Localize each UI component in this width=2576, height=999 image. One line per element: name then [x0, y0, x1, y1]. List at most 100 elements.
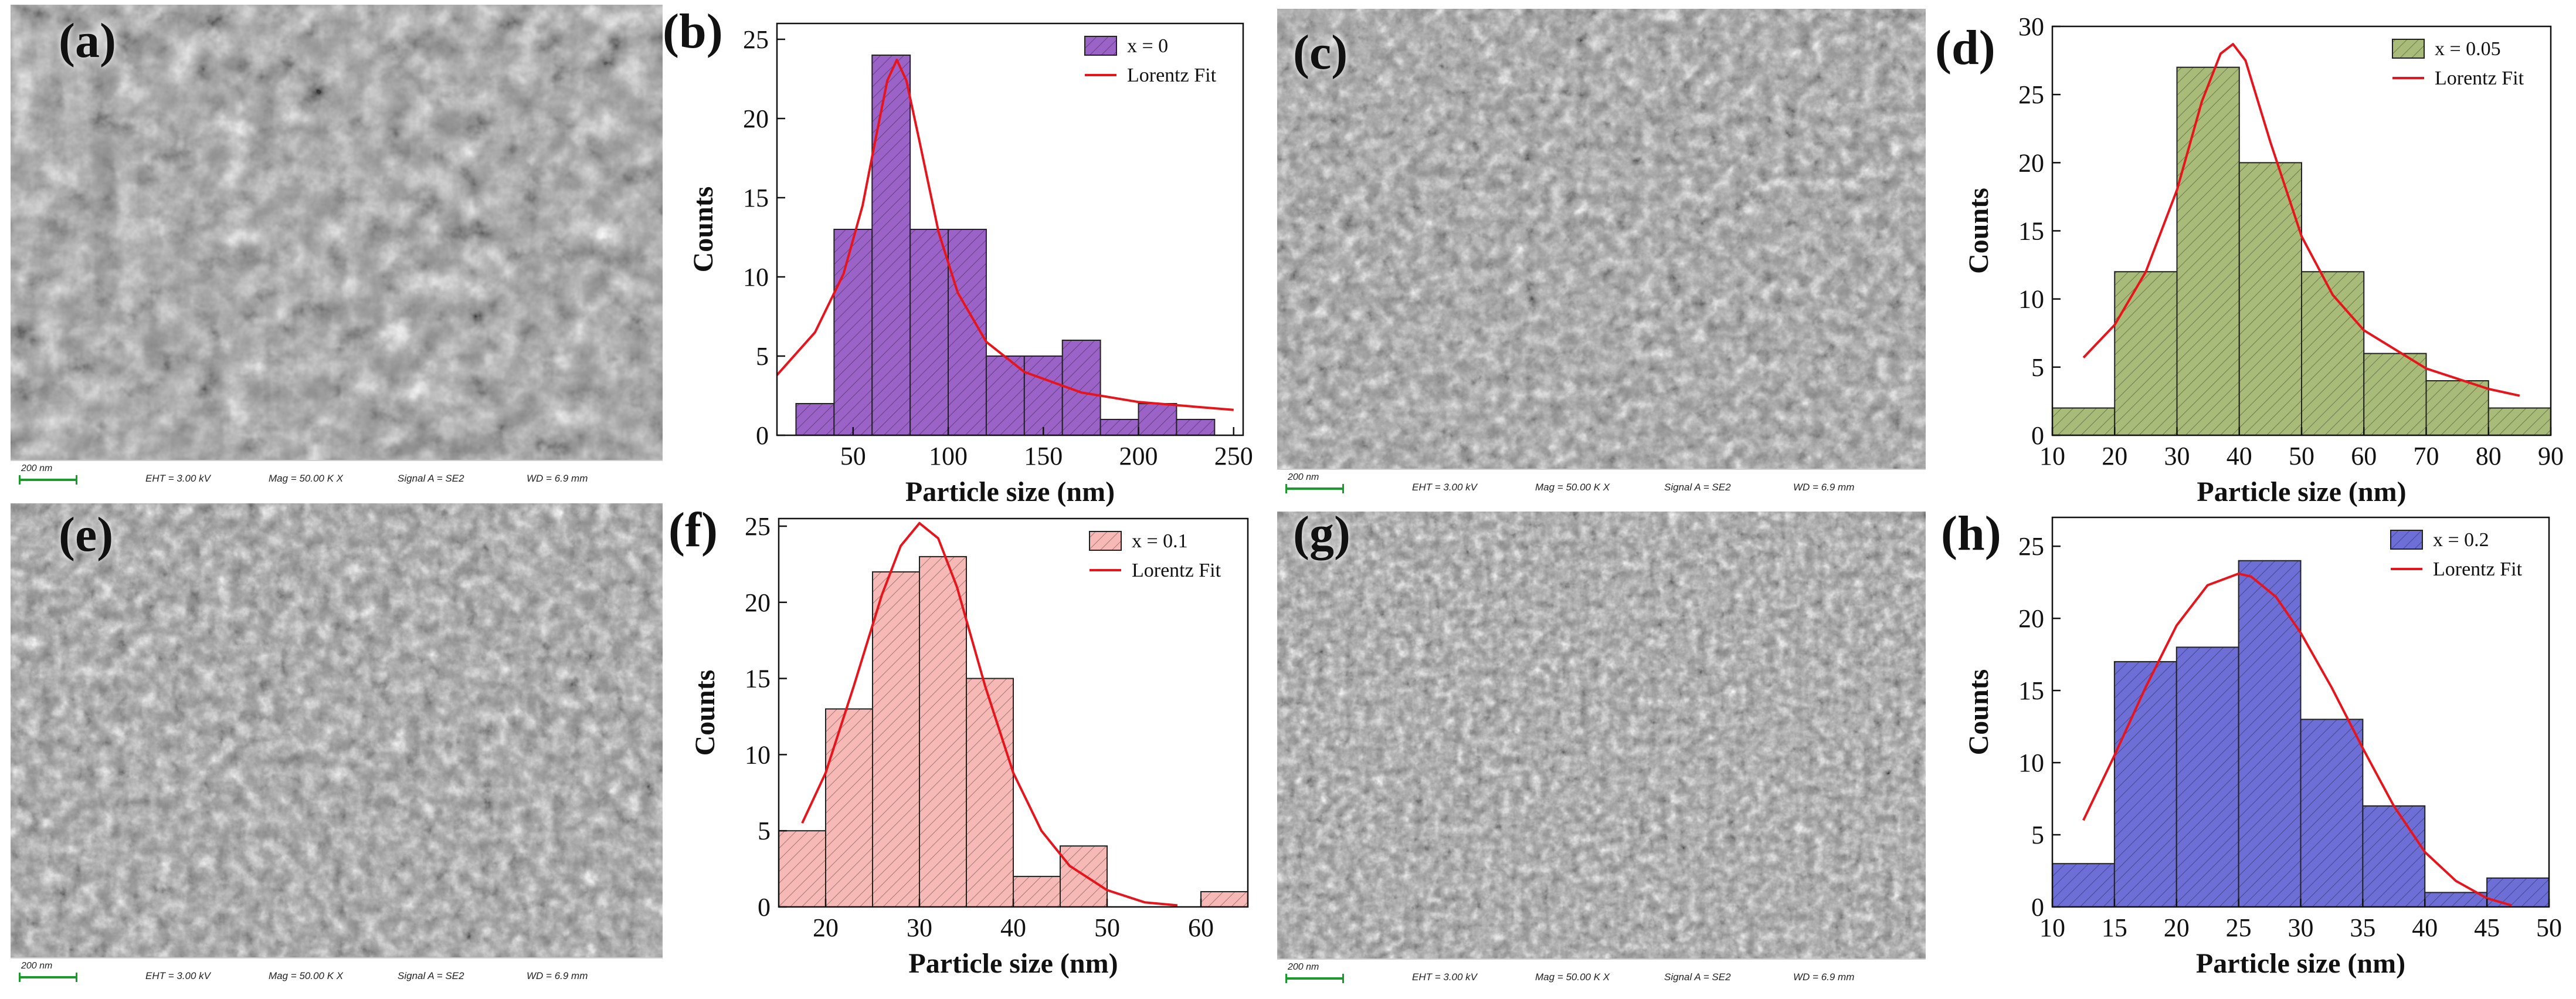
plot-frame: [776, 22, 1244, 436]
eht-label: EHT = 3.00 kV: [145, 473, 211, 484]
histogram-h: 10 15 20 25 30 35 40 45 50 0 5 10 15 20 25 Particle siz…: [1935, 506, 2576, 998]
bar: [2301, 271, 2365, 436]
panel-label-g: (g): [1293, 506, 1350, 561]
x-tick-label: 100: [929, 442, 968, 470]
chart-svg: 20 30 40 50 60 0 5 10 15 20 25 Particle size (nm) Co…: [690, 512, 1249, 979]
x-axis-label: Particle size (nm): [2196, 948, 2405, 979]
bar: [1138, 403, 1177, 436]
sem-texture-a: [11, 5, 663, 462]
legend-label: Lorentz Fit: [1132, 560, 1221, 581]
legend-swatch: [1084, 36, 1117, 56]
wd-label: WD = 6.9 mm: [1793, 971, 1855, 983]
y-axis-label: Counts: [1963, 669, 1994, 756]
x-tick-label: 35: [2350, 913, 2375, 942]
x-tick-label: 45: [2474, 913, 2500, 942]
sem-texture-g: [1277, 512, 1926, 961]
x-tick-label: 50: [840, 442, 866, 470]
x-axis-label: Particle size (nm): [908, 948, 1118, 979]
y-tick-label: 15: [2018, 217, 2044, 246]
y-tick-label: 25: [2018, 80, 2044, 109]
y-tick-label: 10: [2018, 285, 2044, 314]
x-tick-label: 40: [2412, 913, 2438, 942]
bar: [966, 678, 1014, 907]
bar: [2425, 380, 2489, 436]
x-tick-label: 40: [2227, 442, 2252, 470]
sem-info-bar: 200 nm EHT = 3.00 kV Mag = 50.00 K X Sig…: [11, 460, 663, 497]
legend-label: Lorentz Fit: [1127, 65, 1217, 86]
panel-label-b: (b): [663, 4, 723, 59]
sem-info-bar: 200 nm EHT = 3.00 kV Mag = 50.00 K X Sig…: [1277, 469, 1926, 506]
x-tick-label: 90: [2538, 442, 2564, 470]
scale-bar: [19, 973, 77, 982]
bar: [2362, 805, 2426, 907]
y-tick-label: 5: [2031, 353, 2044, 382]
bar: [2238, 162, 2302, 436]
bar: [2238, 560, 2302, 908]
x-tick-label: 25: [2226, 913, 2252, 942]
y-tick-label: 30: [2018, 12, 2044, 41]
y-tick-label: 25: [745, 512, 771, 541]
mag-label: Mag = 50.00 K X: [269, 970, 344, 981]
y-tick-label: 20: [2018, 604, 2044, 633]
panel-label-f: (f): [668, 503, 718, 557]
panel-label-h: (h): [1941, 506, 2001, 561]
bar: [919, 556, 967, 907]
sem-info-bar: 200 nm EHT = 3.00 kV Mag = 50.00 K X Sig…: [11, 957, 663, 995]
bar: [1099, 419, 1139, 436]
legend-swatch: [1089, 531, 1122, 551]
panel-label-a: (a): [59, 13, 116, 68]
sem-image-g: 200 nm EHT = 3.00 kV Mag = 50.00 K X Sig…: [1277, 512, 1926, 996]
bar: [2486, 877, 2550, 908]
signal-label: Signal A = SE2: [398, 473, 464, 484]
legend-label: x = 0: [1127, 35, 1168, 57]
bar: [872, 571, 920, 908]
x-tick-label: 20: [2102, 442, 2127, 470]
panel-label-c: (c): [1293, 25, 1348, 80]
x-tick-label: 200: [1119, 442, 1158, 470]
x-tick-label: 80: [2476, 442, 2502, 470]
bar: [2052, 407, 2116, 436]
bar: [2113, 661, 2177, 907]
x-tick-label: 150: [1024, 442, 1063, 470]
lorentz-fit-line: [776, 59, 1234, 411]
x-tick-label: 30: [2288, 913, 2314, 942]
legend-label: x = 0.05: [2435, 38, 2501, 60]
signal-label: Signal A = SE2: [398, 970, 464, 981]
y-tick-label: 10: [745, 740, 771, 769]
x-tick-label: 60: [1188, 913, 1214, 942]
legend-label: Lorentz Fit: [2433, 558, 2523, 580]
y-tick-label: 0: [758, 893, 771, 922]
sem-texture-c: [1277, 9, 1926, 471]
wd-label: WD = 6.9 mm: [527, 970, 588, 981]
mag-label: Mag = 50.00 K X: [1535, 971, 1610, 983]
legend-swatch: [2392, 39, 2425, 59]
signal-label: Signal A = SE2: [1664, 971, 1731, 983]
x-tick-label: 50: [2289, 442, 2314, 470]
x-tick-label: 30: [2164, 442, 2190, 470]
eht-label: EHT = 3.00 kV: [1412, 971, 1478, 983]
y-axis-label: Counts: [1963, 188, 1994, 274]
y-axis-label: Counts: [688, 187, 719, 273]
scale-bar: [19, 475, 77, 485]
bar: [871, 55, 911, 436]
chart-svg: 50 100 150 200 250 0 5 10 15 20 25 Particle size (n…: [688, 22, 1253, 507]
histogram-f: 20 30 40 50 60 0 5 10 15 20 25 Particle size (nm) Co…: [657, 506, 1267, 998]
bar: [2052, 863, 2115, 908]
sem-texture-e: [11, 503, 663, 960]
sem-image-c: 200 nm EHT = 3.00 kV Mag = 50.00 K X Sig…: [1277, 9, 1926, 506]
bar: [2424, 892, 2488, 908]
histogram-b: 50 100 150 200 250 0 5 10 15 20 25 Particle size (n…: [657, 12, 1267, 507]
scale-bar: [1285, 974, 1344, 983]
y-tick-label: 5: [758, 817, 771, 845]
lorentz-fit-line: [801, 521, 1178, 907]
x-tick-label: 10: [2039, 442, 2065, 470]
x-tick-label: 60: [2351, 442, 2377, 470]
bar: [1013, 876, 1061, 907]
bar: [795, 403, 835, 436]
bar: [2487, 407, 2551, 436]
y-tick-label: 10: [2018, 749, 2044, 777]
mag-label: Mag = 50.00 K X: [1535, 482, 1610, 493]
scale-bar-label: 200 nm: [21, 463, 53, 473]
legend-label: x = 0.1: [1132, 530, 1188, 552]
